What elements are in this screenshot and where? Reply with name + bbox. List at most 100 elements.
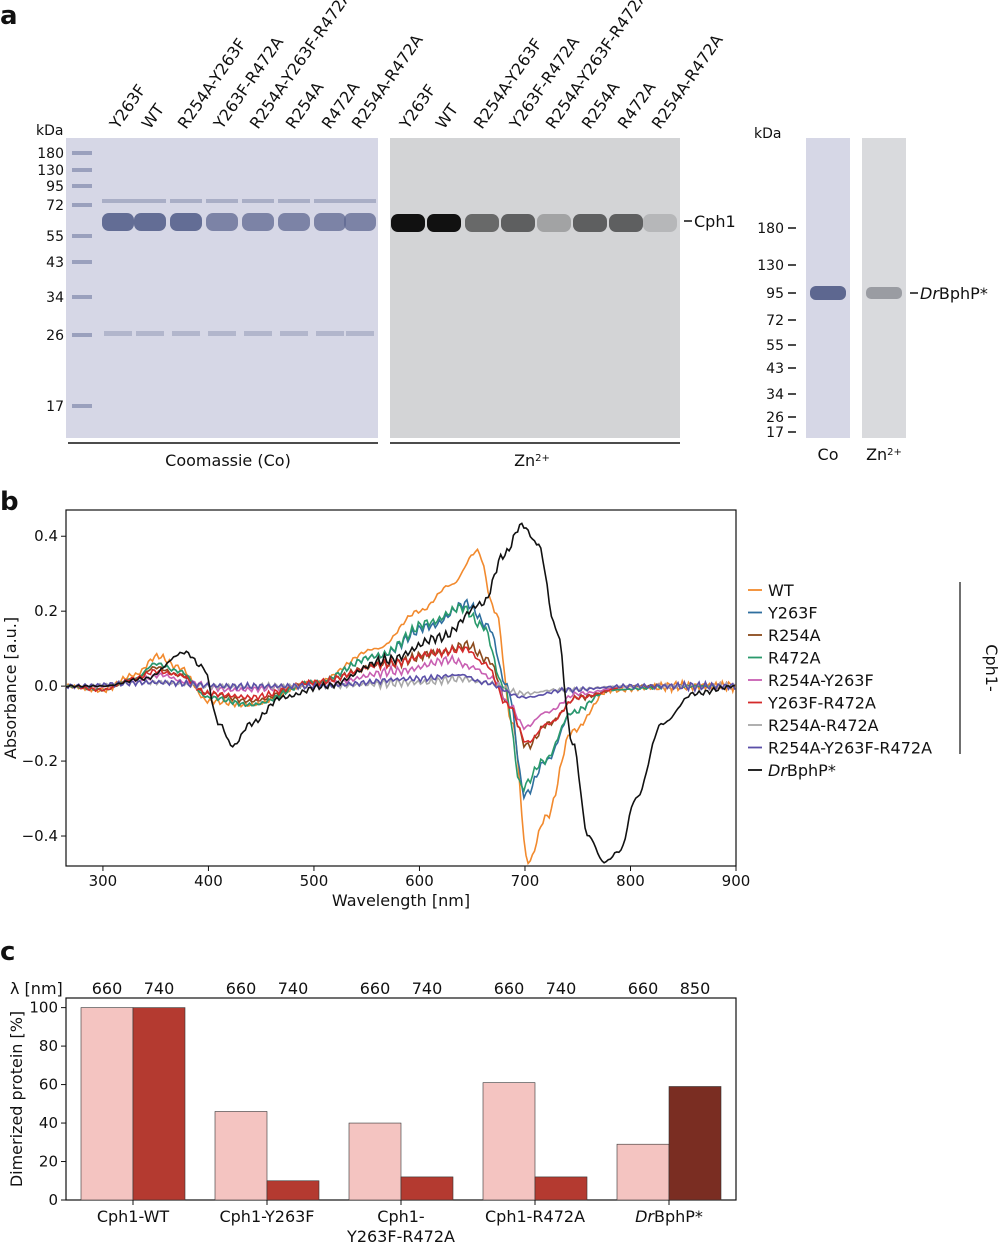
right-gel-marker-label: 26 (766, 410, 784, 426)
legend-label: Y263F-R472A (767, 694, 876, 713)
left-gel-ladder-band (72, 295, 92, 299)
left-gel-ladder-band (72, 168, 92, 172)
left-gel-kda-label: kDa (36, 123, 63, 139)
panel-label-c: c (0, 937, 15, 967)
plot-b-x-tick-label: 700 (511, 872, 540, 890)
category-label: Y263F-R472A (346, 1227, 455, 1246)
left-gel-band-lower (316, 331, 344, 336)
left-gel-marker-label: 17 (46, 399, 64, 415)
spectrum-line (65, 547, 736, 866)
legend-label: R254A-Y263F (768, 671, 874, 690)
mid-gel-lane-label: R254A-R472A (648, 31, 727, 133)
mid-gel-band (609, 214, 643, 232)
legend-label: WT (768, 581, 794, 600)
category-label: Cph1- (377, 1207, 424, 1226)
left-gel-band-upper (242, 199, 274, 203)
left-gel-ladder-band (72, 184, 92, 188)
panel-label-b: b (0, 487, 19, 517)
spectrum-line (65, 673, 736, 700)
left-gel-band-main (278, 213, 310, 231)
left-gel-marker-label: 34 (46, 290, 64, 306)
legend-label: DrBphP* (768, 761, 836, 780)
left-gel-band-main (242, 213, 274, 231)
plot-c-y-tick-label: 60 (39, 1076, 58, 1094)
mid-gel-band-label: Cph1 (694, 212, 736, 231)
left-gel-band-lower (172, 331, 200, 336)
left-gel-marker-label: 130 (37, 163, 64, 179)
left-gel-band-upper (102, 199, 134, 203)
plot-b-x-tick-label: 500 (300, 872, 329, 890)
plot-b-x-tick-label: 300 (89, 872, 118, 890)
category-label: Cph1-R472A (485, 1207, 585, 1226)
wavelength-label: 740 (546, 979, 577, 998)
left-gel-marker-label: 26 (46, 328, 64, 344)
plot-b-y-tick-label: 0.0 (34, 677, 58, 695)
plot-c-y-axis-label: Dimerized protein [%] (7, 1011, 26, 1187)
left-gel-band-lower (104, 331, 132, 336)
mid-gel-background (390, 138, 680, 438)
legend-label: R472A (768, 649, 821, 668)
right-gel-marker-label: 34 (766, 387, 784, 403)
left-gel-ladder-band (72, 260, 92, 264)
plot-b-y-axis-label: Absorbance [a.u.] (1, 617, 20, 759)
mid-gel-band (537, 214, 571, 232)
bar-light (482, 1082, 536, 1201)
plot-b-y-tick-label: 0.4 (34, 527, 58, 545)
spectrum-line (65, 522, 736, 864)
wavelength-label: 740 (144, 979, 175, 998)
left-gel-band-lower (346, 331, 374, 336)
right-gel-marker-label: 55 (766, 338, 784, 354)
left-gel-caption: Coomassie (Co) (165, 451, 291, 470)
wavelength-label: 660 (494, 979, 525, 998)
bar-light (80, 1007, 134, 1201)
wavelength-label: 660 (360, 979, 391, 998)
plot-c-y-tick-label: 100 (29, 999, 58, 1017)
spectrum-line (66, 644, 736, 744)
bar-dark (668, 1086, 722, 1201)
left-gel-ladder-band (72, 203, 92, 207)
left-gel-ladder-band (72, 333, 92, 337)
left-gel-band-lower (208, 331, 236, 336)
left-gel-band-lower (136, 331, 164, 336)
mid-gel-band (643, 214, 677, 232)
plot-b-y-tick-label: 0.2 (34, 602, 58, 620)
wavelength-label: 660 (628, 979, 659, 998)
left-gel-band-upper (170, 199, 202, 203)
category-label: Cph1-WT (97, 1207, 170, 1226)
left-gel-marker-label: 95 (46, 179, 64, 195)
left-gel-ladder-band (72, 151, 92, 155)
legend-label: Y263F (767, 604, 818, 623)
mid-gel-caption: Zn2+ (514, 451, 550, 470)
right-gel-marker-label: 17 (766, 425, 784, 441)
left-gel-marker-label: 43 (46, 255, 64, 271)
left-gel-band-main (170, 213, 202, 231)
left-gel-marker-label: 180 (37, 146, 64, 162)
mid-gel-lane-label: Y263F (395, 81, 440, 133)
mid-gel-band (465, 214, 499, 232)
lambda-label: λ [nm] (10, 979, 63, 998)
bar-dark (266, 1180, 320, 1201)
legend-label: R254A-Y263F-R472A (768, 739, 932, 758)
left-gel-band-main (134, 213, 166, 231)
mid-gel-band (573, 214, 607, 232)
panel-label-a: a (0, 1, 18, 31)
plot-b-x-tick-label: 800 (616, 872, 645, 890)
mid-gel-band (501, 214, 535, 232)
legend-label: R254A (768, 626, 821, 645)
plot-b-y-tick-label: −0.4 (22, 827, 58, 845)
right-gel-marker-label: 130 (757, 258, 784, 274)
mid-gel-lane-label: WT (432, 100, 462, 132)
plot-b-x-tick-label: 900 (722, 872, 751, 890)
right-gel-marker-label: 95 (766, 286, 784, 302)
plot-b-x-tick-label: 400 (194, 872, 223, 890)
bar-dark (132, 1007, 186, 1201)
right-gel-marker-label: 72 (766, 313, 784, 329)
wavelength-label: 850 (680, 979, 711, 998)
plot-b-y-tick-label: −0.2 (22, 752, 58, 770)
plot-b-frame (65, 509, 737, 867)
right-gel-lane-label-zn: Zn2+ (866, 445, 902, 464)
category-label: DrBphP* (635, 1207, 703, 1226)
category-label: Cph1-Y263F (219, 1207, 314, 1226)
